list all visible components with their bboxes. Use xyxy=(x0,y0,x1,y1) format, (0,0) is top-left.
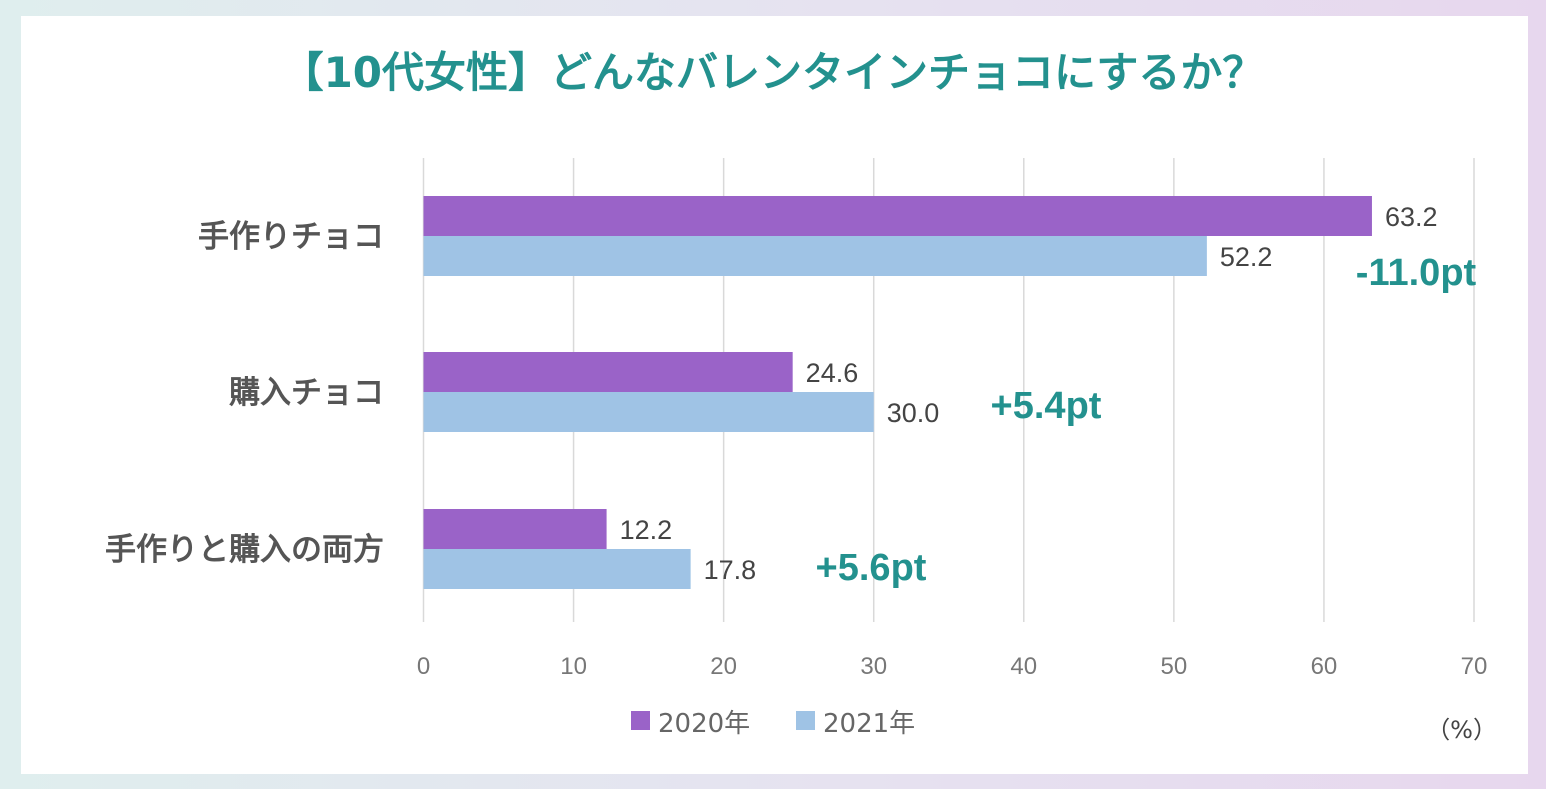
x-tick-label: 50 xyxy=(1161,653,1188,680)
unit-label: （%） xyxy=(1426,716,1497,744)
bar-2021 xyxy=(423,392,874,432)
category-label: 購入チョコ xyxy=(229,375,384,411)
data-label: 24.6 xyxy=(806,358,859,388)
data-label: 52.2 xyxy=(1220,242,1273,272)
bar-2021 xyxy=(423,236,1207,276)
category-label: 手作りと購入の両方 xyxy=(105,532,384,568)
legend-swatch xyxy=(796,711,815,730)
x-tick-label: 30 xyxy=(860,653,887,680)
bar-2020 xyxy=(423,196,1372,236)
x-tick-label: 70 xyxy=(1461,653,1488,680)
x-tick-label: 20 xyxy=(710,653,737,680)
legend-label: 2020年 xyxy=(658,709,750,739)
legend-swatch xyxy=(631,711,650,730)
bar-2021 xyxy=(423,549,691,589)
x-tick-label: 40 xyxy=(1010,653,1037,680)
difference-annotation: -11.0pt xyxy=(1356,252,1477,294)
x-tick-label: 10 xyxy=(560,653,587,680)
difference-annotation: +5.4pt xyxy=(991,385,1102,427)
data-label: 12.2 xyxy=(620,515,673,545)
x-tick-label: 0 xyxy=(417,653,430,680)
x-tick-label: 60 xyxy=(1311,653,1338,680)
category-label: 手作りチョコ xyxy=(198,219,384,255)
data-label: 17.8 xyxy=(704,555,757,585)
chart-title: 【10代女性】どんなバレンタインチョコにするか？ xyxy=(281,48,1265,97)
bar-2020 xyxy=(423,352,793,392)
bar-2020 xyxy=(423,509,607,549)
difference-annotation: +5.6pt xyxy=(816,547,927,589)
data-label: 63.2 xyxy=(1385,202,1438,232)
data-label: 30.0 xyxy=(887,398,940,428)
legend-label: 2021年 xyxy=(823,709,915,739)
